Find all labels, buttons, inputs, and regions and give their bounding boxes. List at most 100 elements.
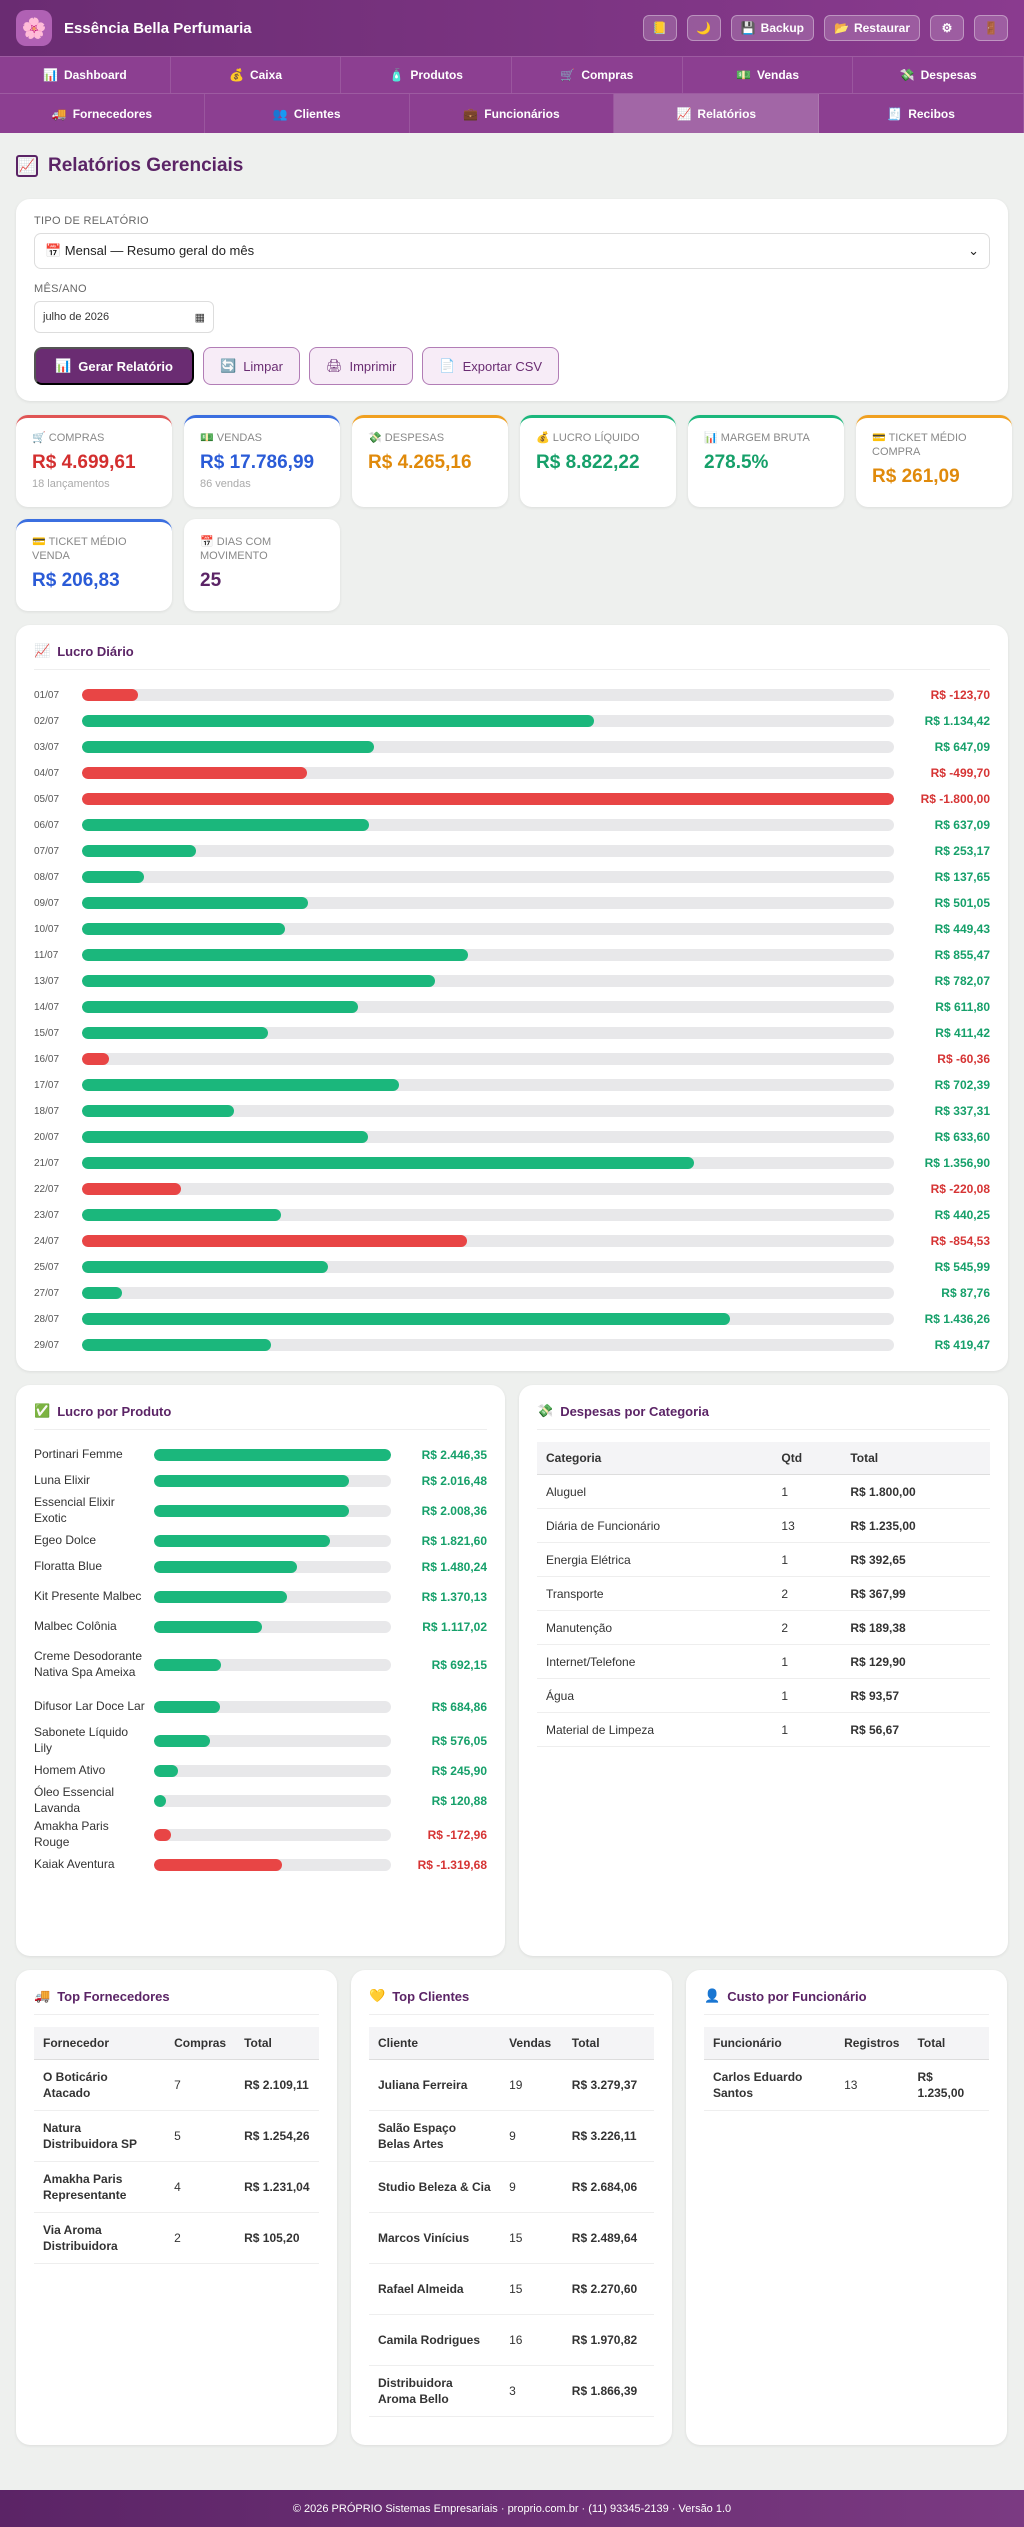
nav-tab-clientes[interactable]: 👥 Clientes <box>205 94 410 133</box>
kpi-value: R$ 4.699,61 <box>32 451 136 473</box>
bar-fill <box>82 975 435 987</box>
settings-gear-icon[interactable]: ⚙ <box>930 15 964 41</box>
nav-tab-relatorios[interactable]: 📈 Relatórios <box>614 94 820 133</box>
restore-button[interactable]: 📂 Restaurar <box>824 15 920 41</box>
bar-value: R$ -60,36 <box>937 1052 990 1066</box>
bar-value: R$ 1.370,13 <box>421 1590 487 1604</box>
bar-fill <box>82 767 308 779</box>
bar-row: Essencial Elixir Exotic R$ 2.008,36 <box>34 1494 487 1528</box>
bar-value: R$ 1.117,02 <box>422 1620 487 1634</box>
nav-tab-produtos[interactable]: 🧴 Produtos <box>341 57 513 93</box>
bar-fill <box>82 1053 110 1065</box>
report-type-select[interactable]: 📅 Mensal — Resumo geral do mês ⌄ <box>34 233 990 269</box>
generate-report-button[interactable]: 📊 Gerar Relatório <box>34 347 194 385</box>
clients-table: Cliente Vendas Total Juliana Ferreira 19 R$ 3… <box>369 2027 654 2417</box>
table-cell: R$ 56,67 <box>841 1712 990 1747</box>
bar-label: 17/07 <box>34 1079 60 1091</box>
kpi-card: 💸 DESPESAS R$ 4.265,16 <box>352 415 508 507</box>
bar-label: 08/07 <box>34 871 60 883</box>
bar-track <box>82 1209 894 1221</box>
bar-fill <box>82 715 594 727</box>
table-cell: Internet/Telefone <box>537 1644 773 1679</box>
bar-value: R$ 647,09 <box>934 740 990 754</box>
nav-tab-despesas[interactable]: 💸 Despesas <box>853 57 1024 93</box>
top-clients-card: 💛 Top Clientes Cliente Vendas Total Juliana … <box>351 1970 672 2445</box>
table-cell: 1 <box>772 1542 842 1577</box>
bar-label: 25/07 <box>34 1261 60 1273</box>
bar-track <box>82 1079 894 1091</box>
bar-fill <box>82 1261 329 1273</box>
bar-track <box>82 1235 894 1247</box>
table-cell: R$ 189,38 <box>841 1610 990 1645</box>
dark-mode-moon-icon[interactable]: 🌙 <box>686 15 721 41</box>
bar-chart-icon: 📊 <box>55 358 72 373</box>
table-cell: 13 <box>772 1508 842 1543</box>
nav-tab-caixa[interactable]: 💰 Caixa <box>171 57 342 93</box>
bar-row: Malbec Colônia R$ 1.117,02 <box>34 1614 487 1640</box>
bar-value: R$ 611,80 <box>935 1000 990 1014</box>
notes-icon[interactable]: 📒 <box>642 15 677 41</box>
table-cell: 16 <box>500 2314 563 2366</box>
table-row: Diária de Funcionário 13 R$ 1.235,00 <box>537 1508 990 1543</box>
table-cell: 2 <box>772 1610 842 1645</box>
table-cell: Marcos Vinícius <box>369 2212 501 2264</box>
kpi-label: 💳 TICKET MÉDIO COMPRA <box>872 432 967 458</box>
bar-track <box>82 1105 894 1117</box>
bar-row: 15/07 R$ 411,42 <box>34 1020 990 1046</box>
nav-tab-recibos[interactable]: 🧾 Recibos <box>819 94 1024 133</box>
top-suppliers-card: 🚚 Top Fornecedores Fornecedor Compras Total… <box>16 1970 337 2445</box>
bar-track <box>154 1475 391 1487</box>
table-cell: 9 <box>500 2110 563 2162</box>
bar-row: Kaiak Aventura R$ -1.319,68 <box>34 1852 487 1878</box>
kpi-label: 📊 MARGEM BRUTA <box>704 432 810 444</box>
bar-value: R$ 449,43 <box>934 922 990 936</box>
logout-door-icon[interactable]: 🚪 <box>974 15 1008 41</box>
period-label: MÊS/ANO <box>34 283 87 295</box>
bar-track <box>154 1659 391 1671</box>
nav-icon: 💰 <box>229 68 244 82</box>
bar-track <box>154 1621 391 1633</box>
bar-value: R$ 245,90 <box>431 1764 487 1778</box>
nav-tab-vendas[interactable]: 💵 Vendas <box>683 57 854 93</box>
calendar-icon: ▦ <box>194 311 205 324</box>
table-cell: 1 <box>772 1678 842 1713</box>
table-cell: Aluguel <box>537 1474 773 1509</box>
nav-tab-compras[interactable]: 🛒 Compras <box>512 57 683 93</box>
bar-fill <box>154 1535 331 1547</box>
bar-track <box>82 845 894 857</box>
print-button[interactable]: 🖨 Imprimir <box>308 347 414 385</box>
expenses-category-title: 💸 Despesas por Categoria <box>537 1403 990 1430</box>
nav-tab-dashboard[interactable]: 📊 Dashboard <box>0 57 171 93</box>
bar-value: R$ 692,15 <box>431 1658 487 1672</box>
bar-label: Kaiak Aventura <box>34 1857 115 1872</box>
clear-button[interactable]: 🔄 Limpar <box>203 347 300 385</box>
nav-tab-funcionarios[interactable]: 💼 Funcionários <box>410 94 615 133</box>
expenses-table: Categoria Qtd Total Aluguel 1 R$ 1.800,00 Diá… <box>537 1442 990 1747</box>
table-cell: Amakha Paris Representante <box>34 2161 166 2213</box>
bar-label: Óleo Essencial Lavanda <box>34 1785 115 1815</box>
table-cell: R$ 1.866,39 <box>562 2365 654 2417</box>
backup-button[interactable]: 💾 Backup <box>730 15 815 41</box>
app-title: Essência Bella Perfumaria <box>64 19 252 37</box>
bar-row: 18/07 R$ 337,31 <box>34 1098 990 1124</box>
nav-tab-fornecedores[interactable]: 🚚 Fornecedores <box>0 94 205 133</box>
bar-track <box>82 793 894 805</box>
refresh-icon: 🔄 <box>220 358 237 373</box>
bar-track <box>154 1561 391 1573</box>
export-csv-button[interactable]: 📄 Exportar CSV <box>422 347 560 385</box>
bar-fill <box>154 1659 222 1671</box>
column-header: Total <box>235 2027 319 2060</box>
table-row: Natura Distribuidora SP 5 R$ 1.254,26 <box>34 2110 319 2162</box>
column-header: Vendas <box>500 2027 563 2060</box>
check-icon: ✅ <box>34 1403 51 1418</box>
bar-label: 02/07 <box>34 715 60 727</box>
table-row: Amakha Paris Representante 4 R$ 1.231,04 <box>34 2161 319 2213</box>
chart-up-icon: 📈 <box>34 643 51 658</box>
bar-track <box>154 1449 391 1461</box>
bar-track <box>82 1287 894 1299</box>
bar-fill <box>154 1621 263 1633</box>
month-year-input[interactable]: julho de 2026 ▦ <box>34 301 214 333</box>
kpi-subtext: 18 lançamentos <box>32 477 110 490</box>
table-row: Juliana Ferreira 19 R$ 3.279,37 <box>369 2059 654 2111</box>
bar-label: 15/07 <box>34 1027 60 1039</box>
